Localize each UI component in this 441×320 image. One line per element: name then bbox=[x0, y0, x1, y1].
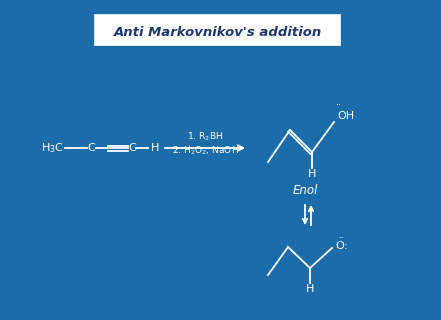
Text: H: H bbox=[306, 284, 314, 294]
Text: Enol: Enol bbox=[292, 183, 318, 196]
Text: C: C bbox=[128, 143, 136, 153]
Text: H$_3$C: H$_3$C bbox=[41, 141, 64, 155]
Text: C: C bbox=[87, 143, 95, 153]
Text: Anti Markovnikov's addition: Anti Markovnikov's addition bbox=[114, 26, 322, 38]
Text: 1. R$_2$BH: 1. R$_2$BH bbox=[187, 131, 223, 143]
Text: ¨: ¨ bbox=[336, 104, 340, 114]
Bar bbox=[95, 15, 340, 45]
Text: H: H bbox=[151, 143, 159, 153]
Text: $\ddot{\rm O}$:: $\ddot{\rm O}$: bbox=[335, 236, 348, 252]
Text: OH: OH bbox=[337, 111, 354, 121]
Text: 2. H$_2$O$_2$, NaOH: 2. H$_2$O$_2$, NaOH bbox=[172, 145, 239, 157]
Text: H: H bbox=[308, 169, 316, 179]
